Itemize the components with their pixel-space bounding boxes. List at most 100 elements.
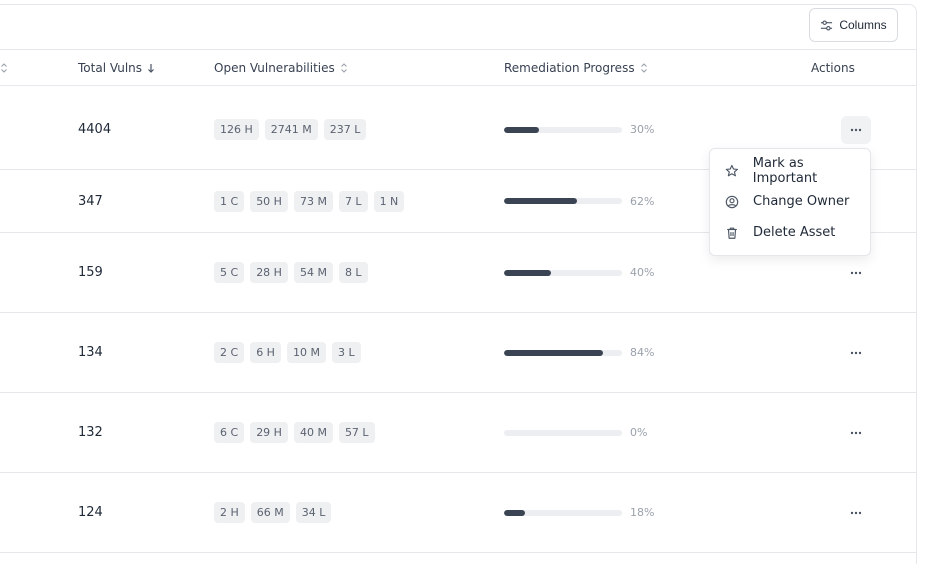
header-total-vulns-label: Total Vulns	[78, 60, 143, 75]
row-actions-menu: Mark as Important Change Owner Delete As…	[709, 148, 871, 256]
menu-item-label: Change Owner	[753, 194, 850, 209]
more-horizontal-icon	[850, 351, 862, 354]
progress-track	[504, 349, 622, 356]
severity-badge: 50 H	[250, 190, 288, 212]
severity-badge: 34 L	[295, 502, 332, 523]
remediation-progress: 40%	[504, 233, 654, 312]
severity-badge: 1 N	[373, 190, 405, 212]
menu-item-mark-important[interactable]: Mark as Important	[710, 155, 870, 186]
severity-badge: 73 M	[293, 190, 333, 212]
more-horizontal-icon	[850, 271, 862, 274]
header-remediation[interactable]: Remediation Progress	[504, 50, 648, 85]
row-actions	[841, 473, 871, 552]
more-horizontal-icon	[850, 128, 862, 131]
progress-fill	[504, 269, 552, 276]
open-vulns-badges: 126 H 2741 M 237 L	[214, 90, 367, 169]
table-row: 4404 126 H 2741 M 237 L 30%	[0, 90, 916, 170]
header-actions-label: Actions	[811, 60, 855, 75]
arrow-down-icon	[148, 63, 154, 73]
progress-fill	[504, 349, 604, 356]
severity-badge: 2 H	[214, 502, 245, 523]
menu-item-label: Delete Asset	[753, 225, 836, 240]
total-vulns-value: 4404	[78, 122, 112, 137]
table-row: 124 2 H 66 M 34 L 18%	[0, 473, 916, 553]
more-horizontal-icon	[850, 511, 862, 514]
header-actions: Actions	[811, 50, 855, 85]
severity-badge: 6 H	[250, 342, 281, 363]
severity-badge: 8 L	[338, 262, 368, 283]
user-circle-icon	[725, 195, 739, 208]
star-icon	[725, 164, 739, 176]
menu-item-delete-asset[interactable]: Delete Asset	[710, 217, 870, 248]
progress-percent: 84%	[630, 346, 655, 359]
progress-fill	[504, 126, 540, 133]
total-vulns-value: 132	[78, 425, 103, 440]
severity-badge: 29 H	[250, 422, 288, 443]
progress-percent: 18%	[630, 506, 655, 519]
severity-badge: 66 M	[250, 502, 290, 523]
trash-icon	[727, 227, 737, 239]
progress-fill	[504, 509, 526, 516]
sort-icon	[340, 62, 347, 73]
sort-icon	[640, 62, 647, 73]
progress-track	[504, 429, 622, 436]
progress-percent: 40%	[630, 266, 655, 279]
severity-badge: 126 H	[214, 119, 259, 140]
menu-item-change-owner[interactable]: Change Owner	[710, 186, 870, 217]
open-vulns-badges: 6 C 29 H 40 M 57 L	[214, 393, 375, 472]
remediation-progress: 84%	[504, 313, 654, 392]
severity-badge: 5 C	[214, 262, 245, 283]
severity-badge: 6 C	[214, 422, 245, 443]
row-actions	[841, 90, 871, 169]
severity-badge: 1 C	[214, 190, 245, 212]
total-vulns-value: 159	[78, 265, 103, 280]
header-total-vulns[interactable]: Total Vulns	[78, 50, 155, 85]
severity-badge: 40 M	[293, 422, 333, 443]
header-open-vulns[interactable]: Open Vulnerabilities	[214, 50, 348, 85]
total-vulns-value: 134	[78, 345, 103, 360]
severity-badge: 57 L	[338, 422, 375, 443]
header-open-vulns-label: Open Vulnerabilities	[214, 60, 335, 75]
row-actions	[841, 233, 871, 312]
progress-percent: 62%	[630, 194, 655, 208]
progress-track	[504, 509, 622, 516]
remediation-progress: 30%	[504, 90, 654, 169]
severity-badge: 3 L	[331, 342, 361, 363]
progress-percent: 30%	[630, 123, 655, 136]
header-remediation-label: Remediation Progress	[504, 60, 635, 75]
row-actions	[841, 313, 871, 392]
severity-badge: 7 L	[338, 190, 368, 212]
assets-table-panel	[0, 4, 917, 564]
remediation-progress: 18%	[504, 473, 654, 552]
progress-fill	[504, 198, 578, 204]
open-vulns-badges: 2 H 66 M 34 L	[214, 473, 332, 552]
severity-badge: 2741 M	[264, 119, 318, 140]
severity-badge: 10 M	[286, 342, 326, 363]
progress-track	[504, 126, 622, 133]
menu-item-label: Mark as Important	[752, 155, 818, 186]
more-actions-button[interactable]	[841, 115, 871, 144]
header-sort-prev[interactable]	[0, 50, 8, 85]
sliders-icon	[821, 19, 833, 31]
columns-button-label: Columns	[839, 18, 887, 32]
progress-track	[504, 198, 622, 204]
progress-percent: 0%	[630, 426, 648, 439]
severity-badge: 28 H	[250, 262, 288, 283]
more-horizontal-icon	[850, 431, 862, 434]
severity-badge: 54 M	[293, 262, 333, 283]
more-actions-button[interactable]	[841, 259, 871, 287]
more-actions-button[interactable]	[841, 499, 871, 527]
remediation-progress: 0%	[504, 393, 647, 472]
progress-track	[504, 269, 622, 276]
severity-badge: 2 C	[214, 342, 245, 363]
sort-icon	[1, 62, 7, 73]
more-actions-button[interactable]	[841, 419, 871, 447]
more-actions-button[interactable]	[841, 339, 871, 367]
remediation-progress: 62%	[504, 170, 654, 232]
columns-button[interactable]: Columns	[809, 8, 898, 42]
